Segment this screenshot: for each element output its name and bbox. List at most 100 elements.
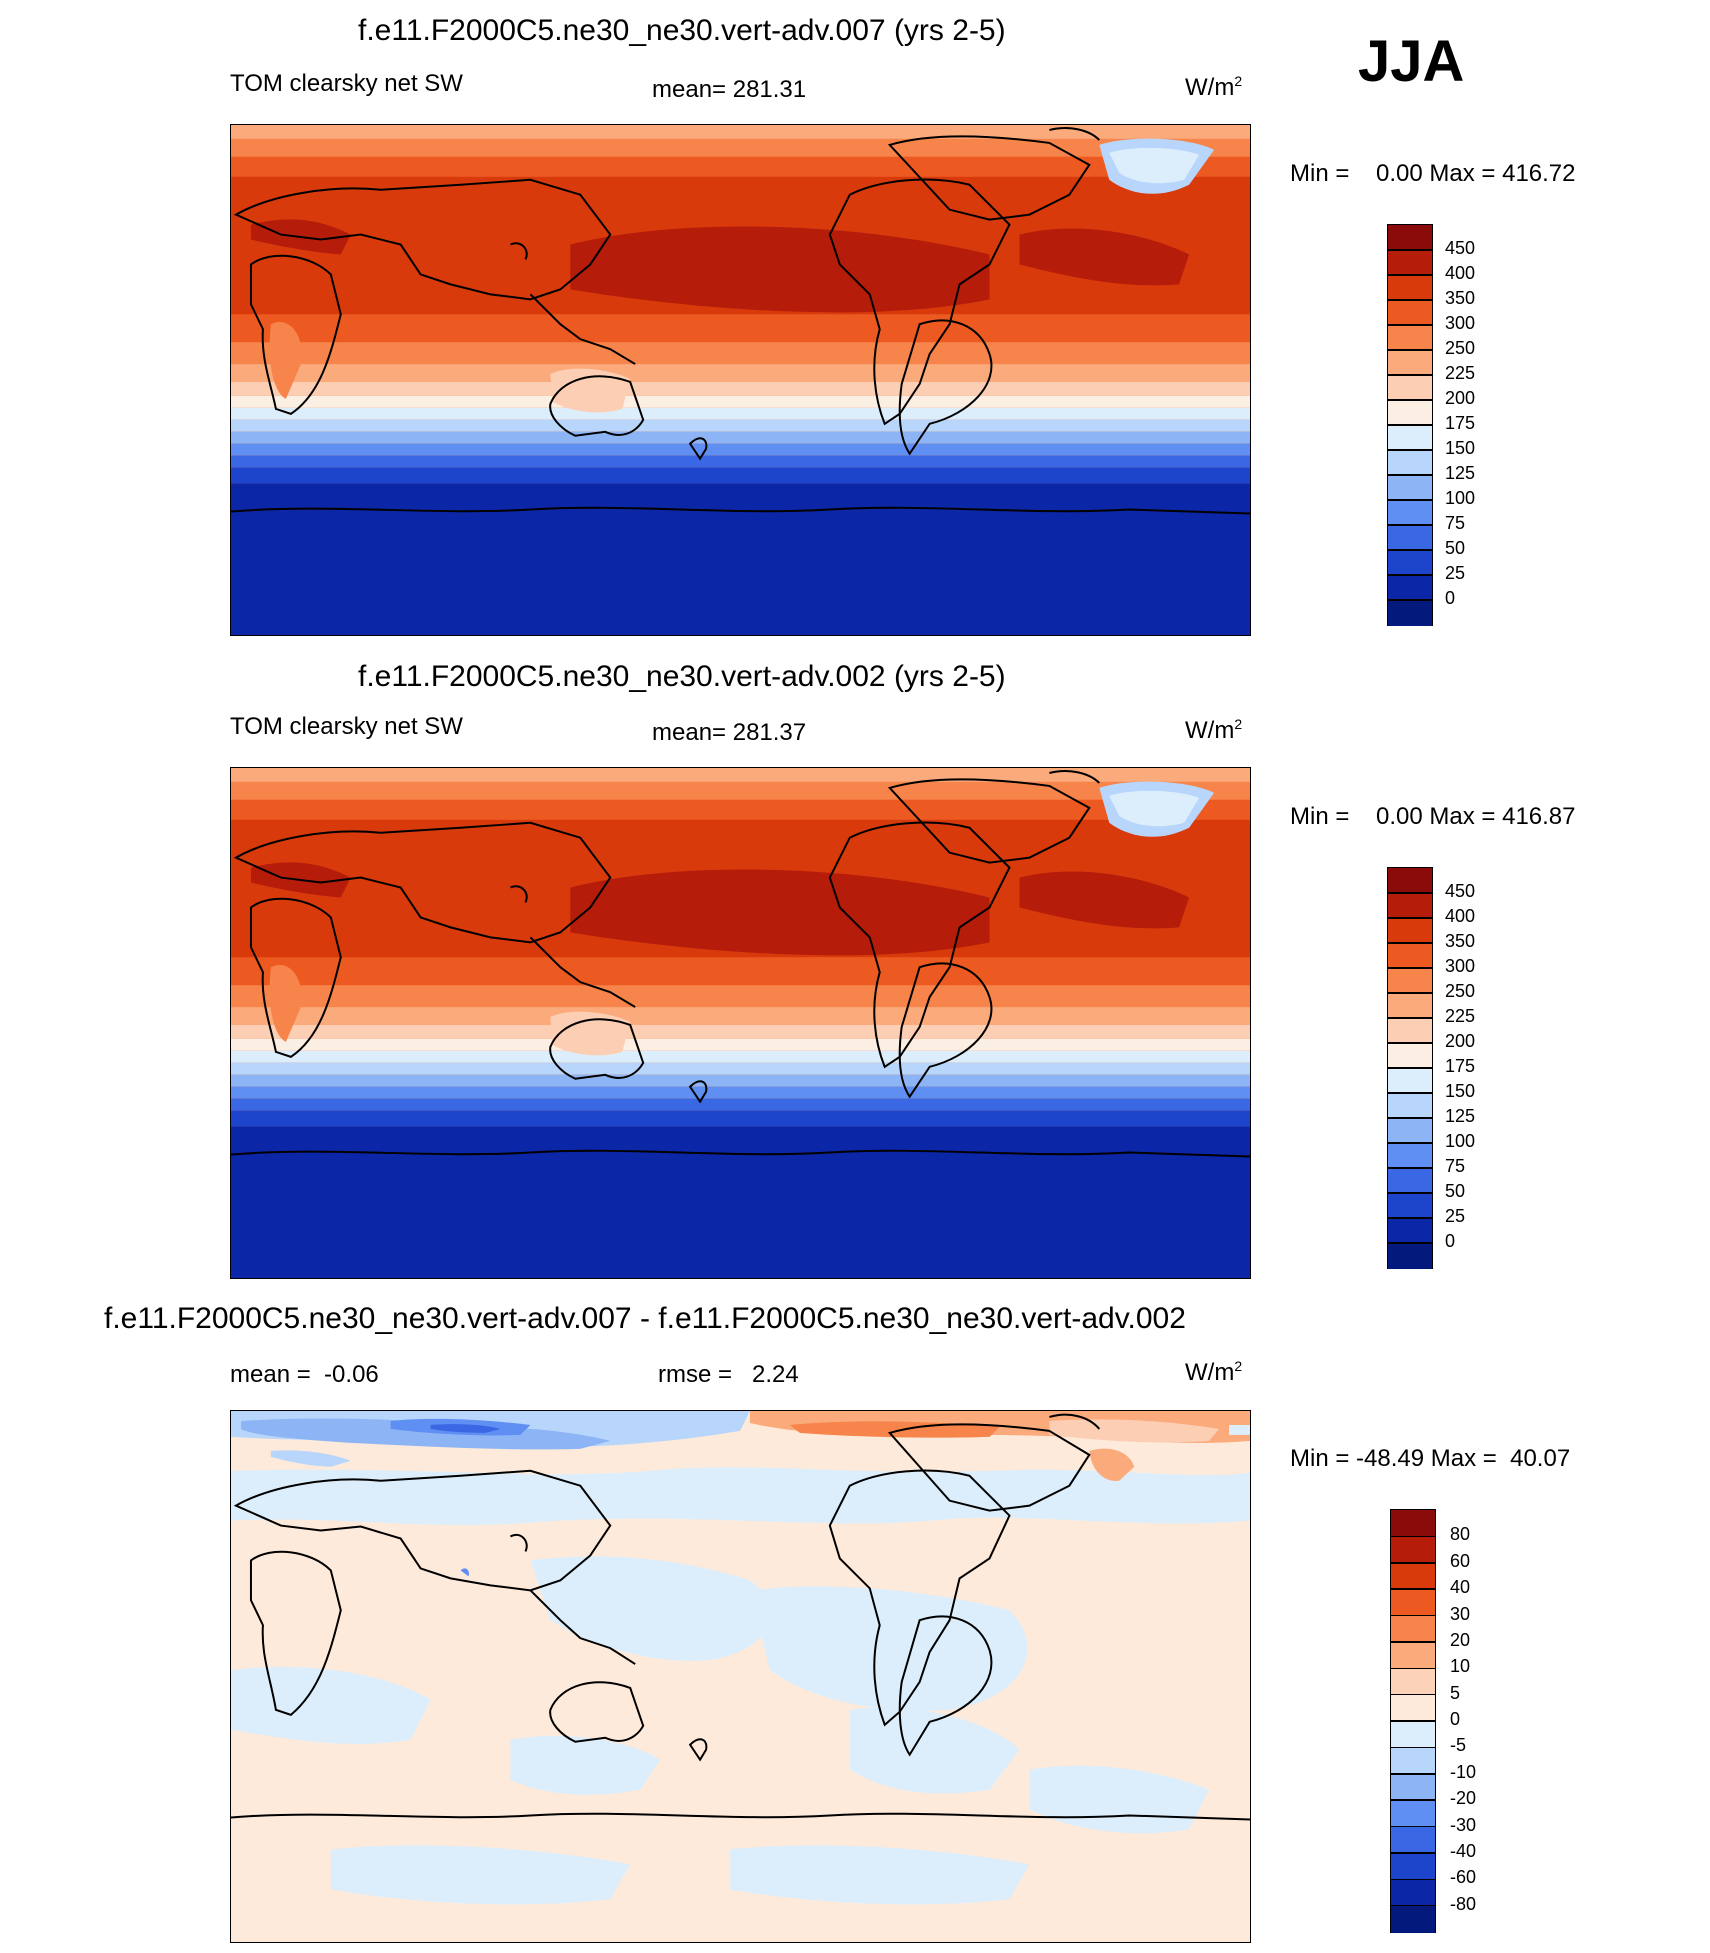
colorbar-tick-label: -60	[1450, 1867, 1477, 1888]
colorbar-separator	[1391, 1878, 1435, 1880]
colorbar-tick-label: 60	[1450, 1550, 1471, 1571]
colorbar-swatch	[1388, 425, 1432, 451]
colorbar-tick-label: 100	[1445, 488, 1476, 508]
colorbar-separator	[1388, 1067, 1432, 1069]
colorbar-tick-label: 200	[1445, 1031, 1476, 1051]
colorbar-swatch	[1388, 1168, 1432, 1194]
colorbar-swatch	[1388, 300, 1432, 326]
colorbar-separator	[1388, 1217, 1432, 1219]
panel-1-map	[230, 124, 1251, 636]
colorbar-swatch	[1388, 275, 1432, 301]
colorbar-tick-label: 200	[1445, 388, 1476, 408]
panel-1-colorbar	[1387, 224, 1433, 626]
colorbar-swatch	[1388, 525, 1432, 551]
colorbar-tick-label: 150	[1445, 1081, 1476, 1101]
colorbar-separator	[1391, 1720, 1435, 1722]
colorbar-separator	[1388, 1092, 1432, 1094]
colorbar-tick-label: 450	[1445, 881, 1476, 901]
colorbar-tick-label: -10	[1450, 1761, 1477, 1782]
season-label: JJA	[1358, 29, 1465, 94]
colorbar-swatch	[1391, 1668, 1435, 1696]
colorbar-swatch	[1391, 1615, 1435, 1643]
colorbar-swatch	[1388, 993, 1432, 1019]
colorbar-tick-label: 20	[1450, 1629, 1471, 1650]
colorbar-separator	[1388, 324, 1432, 326]
panel-1-unit-label: W/m2	[1185, 74, 1242, 102]
colorbar-separator	[1388, 1117, 1432, 1119]
colorbar-tick-label: 250	[1445, 338, 1476, 358]
colorbar-swatch	[1391, 1852, 1435, 1880]
colorbar-tick-label: 75	[1445, 1156, 1466, 1176]
colorbar-swatch	[1388, 893, 1432, 919]
colorbar-separator	[1388, 967, 1432, 969]
colorbar-separator	[1388, 1192, 1432, 1194]
colorbar-separator	[1388, 474, 1432, 476]
colorbar-separator	[1388, 374, 1432, 376]
unit-sup: 2	[1234, 1358, 1243, 1374]
colorbar-swatch	[1388, 1043, 1432, 1069]
colorbar-swatch	[1388, 500, 1432, 526]
colorbar-separator	[1388, 424, 1432, 426]
colorbar-tick-label: 125	[1445, 1106, 1476, 1126]
colorbar-separator	[1391, 1535, 1435, 1538]
colorbar-swatch	[1388, 350, 1432, 376]
colorbar-swatch	[1388, 918, 1432, 944]
panel-2-mean-label: mean= 281.37	[652, 719, 807, 746]
colorbar-swatch	[1391, 1589, 1435, 1616]
colorbar-swatch	[1391, 1510, 1435, 1537]
colorbar-swatch	[1388, 325, 1432, 351]
colorbar-tick-label: 40	[1450, 1577, 1471, 1598]
colorbar-tick-label: -80	[1450, 1893, 1477, 1914]
colorbar-separator	[1388, 349, 1432, 351]
colorbar-separator	[1388, 1142, 1432, 1144]
colorbar-separator	[1391, 1562, 1435, 1564]
panel-1-map-svg	[231, 125, 1250, 635]
colorbar-tick-label: 0	[1445, 1231, 1456, 1251]
colorbar-swatch	[1388, 1218, 1432, 1244]
colorbar-swatch	[1391, 1721, 1435, 1748]
panel-2-variable-label: TOM clearsky net SW	[230, 713, 463, 740]
colorbar-separator	[1391, 1588, 1435, 1590]
colorbar-tick-label: 80	[1450, 1524, 1471, 1545]
panel-3-rmse-label: rmse = 2.24	[658, 1361, 799, 1388]
colorbar-swatch	[1388, 475, 1432, 501]
colorbar-tick-label: 10	[1450, 1656, 1471, 1677]
panel-2-title: f.e11.F2000C5.ne30_ne30.vert-adv.002 (yr…	[358, 660, 1006, 693]
colorbar-tick-label: -40	[1450, 1840, 1477, 1861]
colorbar-separator	[1388, 399, 1432, 401]
unit-sup: 2	[1234, 73, 1243, 89]
colorbar-swatch	[1388, 1118, 1432, 1144]
colorbar-swatch	[1388, 600, 1432, 626]
colorbar-tick-label: -5	[1450, 1735, 1467, 1756]
colorbar-swatch	[1388, 1143, 1432, 1169]
colorbar-tick-label: 300	[1445, 313, 1476, 333]
colorbar-separator	[1388, 449, 1432, 451]
colorbar-tick-label: 450	[1445, 238, 1476, 258]
panel-3-map	[230, 1410, 1251, 1943]
colorbar-separator	[1388, 917, 1432, 919]
colorbar-separator	[1388, 574, 1432, 576]
colorbar-separator	[1391, 1799, 1435, 1801]
colorbar-swatch	[1388, 1243, 1432, 1269]
panel-2-map	[230, 767, 1251, 1279]
colorbar-tick-label: 225	[1445, 1006, 1476, 1026]
colorbar-separator	[1388, 499, 1432, 501]
panel-3-title: f.e11.F2000C5.ne30_ne30.vert-adv.007 - f…	[104, 1302, 1186, 1335]
colorbar-separator	[1388, 524, 1432, 526]
unit-base: W/m	[1185, 1359, 1235, 1386]
colorbar-separator	[1388, 599, 1432, 601]
colorbar-separator	[1388, 1017, 1432, 1019]
colorbar-tick-label: 5	[1450, 1682, 1461, 1703]
colorbar-separator	[1388, 892, 1432, 894]
colorbar-swatch	[1391, 1773, 1435, 1801]
unit-base: W/m	[1185, 717, 1235, 744]
colorbar-separator	[1388, 549, 1432, 551]
colorbar-swatch	[1388, 868, 1432, 894]
colorbar-swatch	[1388, 450, 1432, 476]
panel-2-colorbar	[1387, 867, 1433, 1269]
colorbar-tick-label: 175	[1445, 1056, 1476, 1076]
colorbar-swatch	[1391, 1905, 1435, 1933]
colorbar-tick-label: 25	[1445, 1206, 1466, 1226]
colorbar-swatch	[1388, 375, 1432, 401]
colorbar-swatch	[1388, 1093, 1432, 1119]
